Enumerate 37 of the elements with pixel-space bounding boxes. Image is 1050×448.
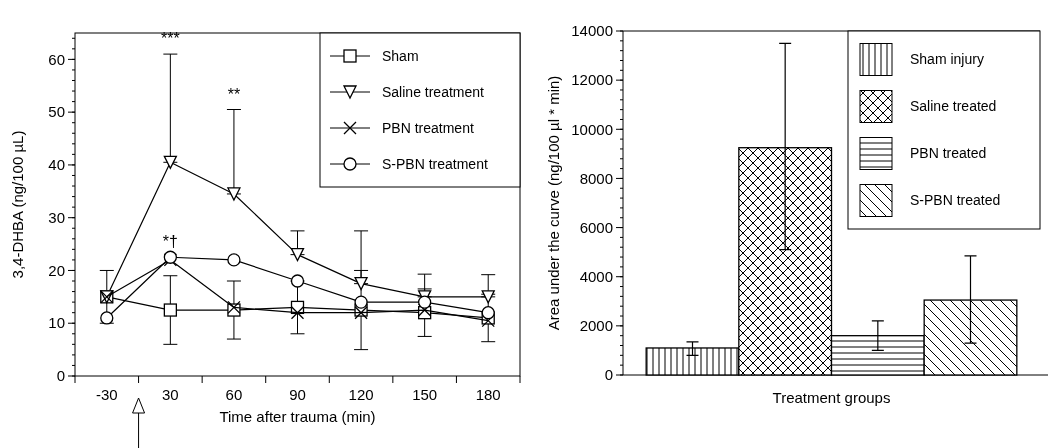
y-tick-label: 12000 — [571, 71, 613, 89]
legend-label: S-PBN treated — [910, 192, 1001, 209]
y-axis-title: 3,4-DHBA (ng/100 µL) — [9, 130, 26, 279]
y-tick-label: 10000 — [571, 120, 613, 138]
legend-label: PBN treated — [910, 145, 987, 162]
x-tick-label: -30 — [95, 386, 118, 403]
legend-label: PBN treatment — [382, 119, 474, 136]
x-tick-label: 180 — [475, 386, 501, 403]
annotation: *** — [161, 30, 180, 48]
y-tick-label: 4000 — [579, 267, 613, 285]
x-tick-label: 60 — [225, 386, 243, 403]
annotation: *† — [162, 233, 178, 251]
y-tick-label: 0 — [604, 366, 613, 384]
x-axis-title: Time after trauma (min) — [219, 408, 376, 425]
y-tick-label: 40 — [48, 156, 65, 174]
x-axis-title: Treatment groups — [772, 389, 891, 406]
annotation: ** — [227, 85, 241, 103]
legend-label: Saline treated — [910, 98, 997, 115]
y-axis-title: Area under the curve (ng/100 µl * min) — [545, 75, 562, 331]
x-tick-label: 90 — [289, 386, 306, 403]
x-tick-label: 30 — [162, 386, 179, 403]
y-tick-label: 8000 — [579, 169, 613, 187]
y-tick-label: 0 — [56, 367, 65, 385]
x-tick-label: 150 — [412, 386, 438, 403]
x-tick-label: 120 — [348, 386, 374, 403]
y-tick-label: 2000 — [579, 317, 613, 335]
y-tick-label: 20 — [48, 261, 65, 279]
legend-label: Saline treatment — [382, 83, 485, 100]
y-tick-label: 6000 — [579, 218, 613, 236]
y-tick-label: 50 — [48, 103, 65, 121]
y-tick-label: 10 — [48, 314, 65, 332]
y-tick-label: 14000 — [571, 22, 613, 40]
legend-label: Sham — [382, 47, 419, 64]
legend-label: Sham injury — [910, 51, 984, 68]
legend-label: S-PBN treatment — [382, 155, 488, 172]
y-tick-label: 60 — [48, 50, 65, 68]
y-tick-label: 30 — [48, 208, 65, 226]
